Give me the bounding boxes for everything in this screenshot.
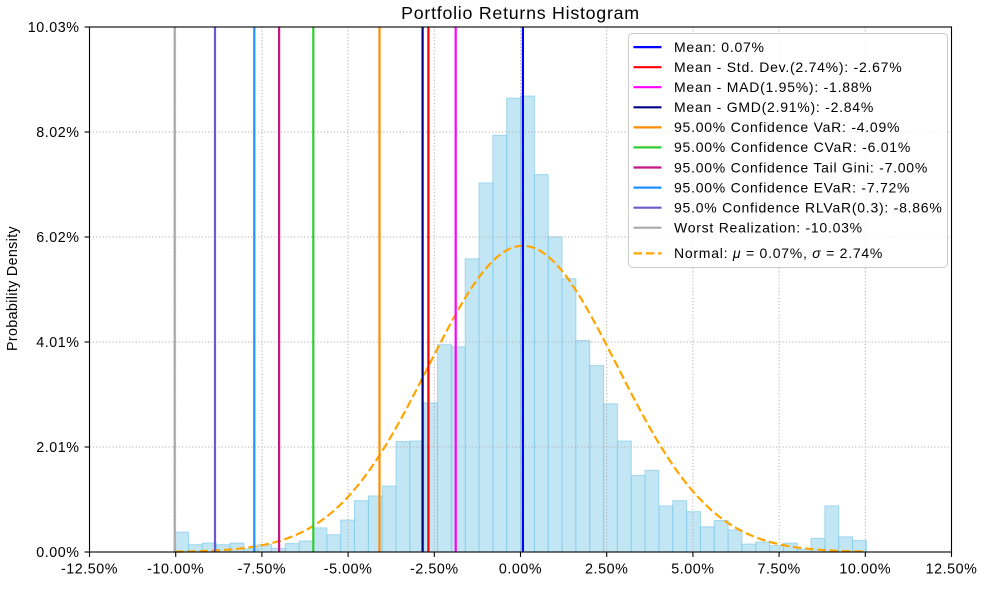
svg-text:0.00%: 0.00%: [36, 545, 79, 561]
svg-text:10.00%: 10.00%: [839, 562, 891, 578]
svg-text:12.50%: 12.50%: [926, 562, 978, 578]
svg-text:95.00% Confidence Tail Gini: -: 95.00% Confidence Tail Gini: -7.00%: [674, 159, 928, 175]
svg-text:Probability Density: Probability Density: [5, 225, 21, 351]
svg-text:Mean - GMD(2.91%): -2.84%: Mean - GMD(2.91%): -2.84%: [674, 99, 874, 115]
svg-text:-2.50%: -2.50%: [410, 562, 459, 578]
svg-text:-10.00%: -10.00%: [147, 562, 204, 578]
svg-text:95.00% Confidence EVaR: -7.72%: 95.00% Confidence EVaR: -7.72%: [674, 179, 910, 195]
svg-text:0.00%: 0.00%: [499, 562, 542, 578]
svg-text:-7.50%: -7.50%: [238, 562, 287, 578]
svg-text:Mean - Std. Dev.(2.74%): -2.67: Mean - Std. Dev.(2.74%): -2.67%: [674, 59, 902, 75]
svg-text:2.50%: 2.50%: [585, 562, 628, 578]
svg-text:5.00%: 5.00%: [671, 562, 714, 578]
svg-text:2.01%: 2.01%: [36, 440, 79, 456]
svg-text:95.00% Confidence VaR: -4.09%: 95.00% Confidence VaR: -4.09%: [674, 119, 900, 135]
svg-text:Mean - MAD(1.95%): -1.88%: Mean - MAD(1.95%): -1.88%: [674, 79, 872, 95]
svg-text:-5.00%: -5.00%: [324, 562, 373, 578]
svg-text:Portfolio Returns Histogram: Portfolio Returns Histogram: [401, 3, 640, 23]
svg-text:8.02%: 8.02%: [36, 125, 79, 141]
svg-text:95.0% Confidence RLVaR(0.3): -: 95.0% Confidence RLVaR(0.3): -8.86%: [674, 200, 943, 216]
svg-text:4.01%: 4.01%: [36, 335, 79, 351]
svg-text:-12.50%: -12.50%: [61, 562, 118, 578]
svg-text:Mean: 0.07%: Mean: 0.07%: [674, 39, 765, 55]
svg-text:6.02%: 6.02%: [36, 230, 79, 246]
svg-text:Worst Realization: -10.03%: Worst Realization: -10.03%: [674, 220, 863, 236]
svg-text:7.50%: 7.50%: [757, 562, 800, 578]
svg-text:95.00% Confidence CVaR: -6.01%: 95.00% Confidence CVaR: -6.01%: [674, 139, 911, 155]
svg-text:10.03%: 10.03%: [28, 20, 80, 36]
svg-text:Normal: μ = 0.07%, σ = 2.74%: Normal: μ = 0.07%, σ = 2.74%: [674, 245, 883, 261]
